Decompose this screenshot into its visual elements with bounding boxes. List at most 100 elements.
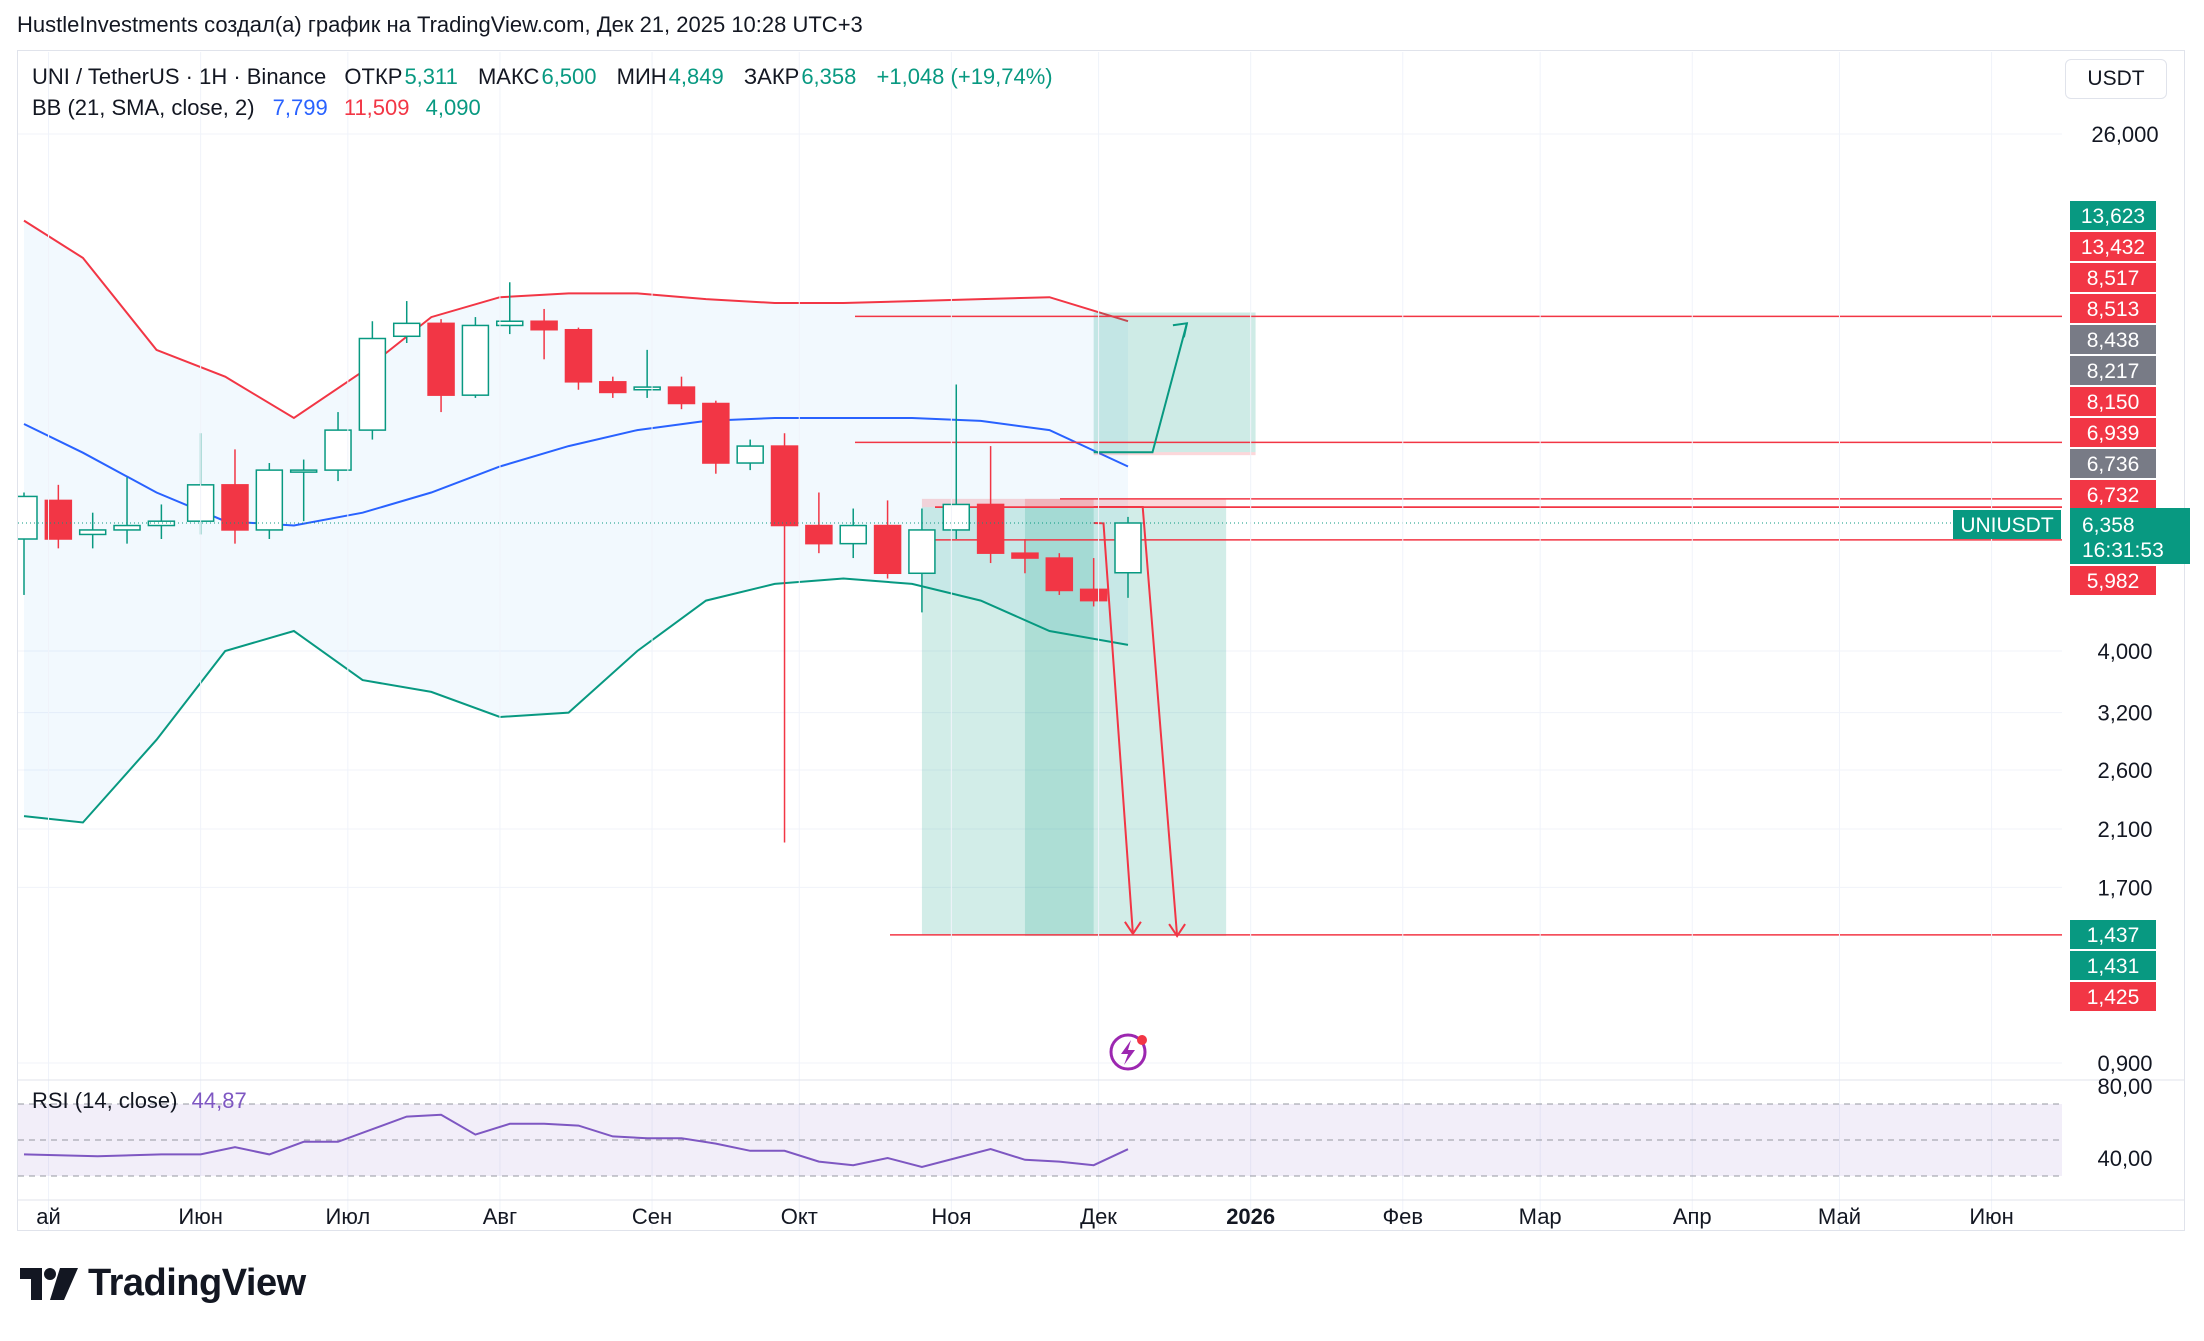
price-tag-bg [2070,387,2156,416]
price-tag-bg [2070,920,2156,949]
close-label: ЗАКР [743,64,800,89]
candle-body [1079,588,1108,602]
price-tag-bg [2070,566,2156,595]
open-value: 5,311 [404,64,458,89]
price-tag: 6,736 [2070,449,2156,478]
position-0-risk-zone [921,498,1094,508]
price-tag-text: 1,425 [2087,986,2140,1009]
symbol-tag-bg [1953,510,2061,539]
price-tag-text: 8,217 [2087,360,2140,383]
candle [942,384,971,540]
candle-body [908,529,936,575]
high-label: МАКС [477,64,540,89]
bb-label: BB (21, SMA, close, 2) [32,95,255,120]
price-tag: 5,982 [2070,566,2156,595]
candle [599,376,627,398]
price-axis-label: 2,100 [2097,817,2152,842]
candle-body [770,445,799,527]
candle [702,400,730,474]
candle-body [427,322,455,396]
symbol-tag: UNIUSDT [1953,510,2061,539]
candle-body [805,524,833,545]
price-tag-text: 13,432 [2081,236,2145,259]
candle [667,376,696,410]
symbol-tag-text: UNIUSDT [1960,514,2054,537]
current-price-tag-bg [2070,508,2190,564]
chart-attribution: HustleInvestments создал(а) график на Tr… [17,12,863,37]
price-axis-label: 3,200 [2097,701,2152,726]
candle-body [289,469,318,473]
price-axis-label: 2,600 [2097,758,2152,783]
position-2-profit-zone [1093,312,1256,453]
candle [770,433,799,843]
high-value: 6,500 [541,64,597,89]
candle-body [1011,552,1039,559]
price-tag-text: 8,513 [2087,298,2140,321]
tradingview-logo[interactable]: TradingView [20,1262,306,1305]
lightning-icon-ring [1109,1033,1147,1071]
price-tag: 13,623 [2070,201,2156,230]
time-axis-label: Мар [1519,1204,1562,1229]
candle-body [358,337,387,431]
price-tag-text: 8,438 [2087,329,2140,352]
time-axis-label: Июн [178,1204,222,1229]
close-value: 6,358 [801,64,857,89]
currency-button[interactable]: USDT [2065,59,2167,99]
bar-countdown: 16:31:53 [2082,539,2164,562]
price-tag: 1,431 [2070,951,2156,980]
candle-body [564,328,593,383]
price-tag-text: 1,431 [2087,955,2140,978]
candle-body [839,524,867,545]
price-tag: 1,425 [2070,982,2156,1011]
time-axis-label: Фев [1382,1204,1423,1229]
price-axis-label: 0,900 [2097,1051,2152,1076]
price-tag: 8,217 [2070,356,2156,385]
candle-body [736,445,764,464]
price-tag: 8,438 [2070,325,2156,354]
candle [461,317,490,398]
lightning-icon-dot [1137,1035,1147,1045]
symbol-label[interactable]: UNI / TetherUS · 1H · Binance [32,64,327,89]
candle [289,459,318,522]
candle-body [599,381,627,394]
price-tag-bg [2070,418,2156,447]
time-axis: ай Июн Июл Авг Сен Окт Ноя Дек 2026 Фев Мар Апр Май И… [36,1204,2014,1229]
price-tag-text: 6,736 [2087,453,2140,476]
current-price-value: 6,358 [2082,514,2135,537]
candle-body [461,324,490,396]
symbol-legend: UNI / TetherUS · 1H · Binance ОТКР5,311 … [32,64,1067,90]
bb-legend[interactable]: BB (21, SMA, close, 2) 7,799 11,509 4,09… [32,95,483,121]
candle [221,449,249,544]
price-tag: 8,513 [2070,294,2156,323]
time-axis-label: Авг [483,1204,517,1229]
price-tag: 8,517 [2070,263,2156,292]
candle [255,463,284,540]
drawings [1093,322,1189,938]
price-axis: 26,000 4,000 3,200 2,600 2,100 1,700 0,90080,0… [2091,122,2158,1171]
price-tag: 6,939 [2070,418,2156,447]
price-tag-bg [2070,232,2156,261]
price-tags: 13,623 13,432 8,517 8,513 8,438 8,217 8,150 6,9… [2070,201,2156,1011]
price-tag-bg [2070,449,2156,478]
rsi-pane [18,1103,2062,1177]
rsi-label: RSI (14, close) [32,1088,178,1113]
price-tag: 6,732 [2070,480,2156,509]
candle-body [1045,557,1074,592]
candle [873,500,902,579]
candle [839,508,867,559]
price-tag-bg [2070,356,2156,385]
candle-body [255,469,284,531]
price-tag-bg [2070,982,2156,1011]
rsi-legend[interactable]: RSI (14, close) 44,87 [32,1088,247,1114]
candle-body [113,524,141,531]
long-path-arrowhead [1172,322,1189,338]
price-axis-label: 26,000 [2091,122,2158,147]
price-tag-text: 6,939 [2087,422,2140,445]
time-axis-label: Июл [326,1204,371,1229]
tradingview-logo-icon [20,1267,78,1300]
lightning-icon [1109,1033,1147,1071]
candle-body [1114,522,1142,574]
price-axis-label: 4,000 [2097,639,2152,664]
candle-body [976,503,1005,554]
